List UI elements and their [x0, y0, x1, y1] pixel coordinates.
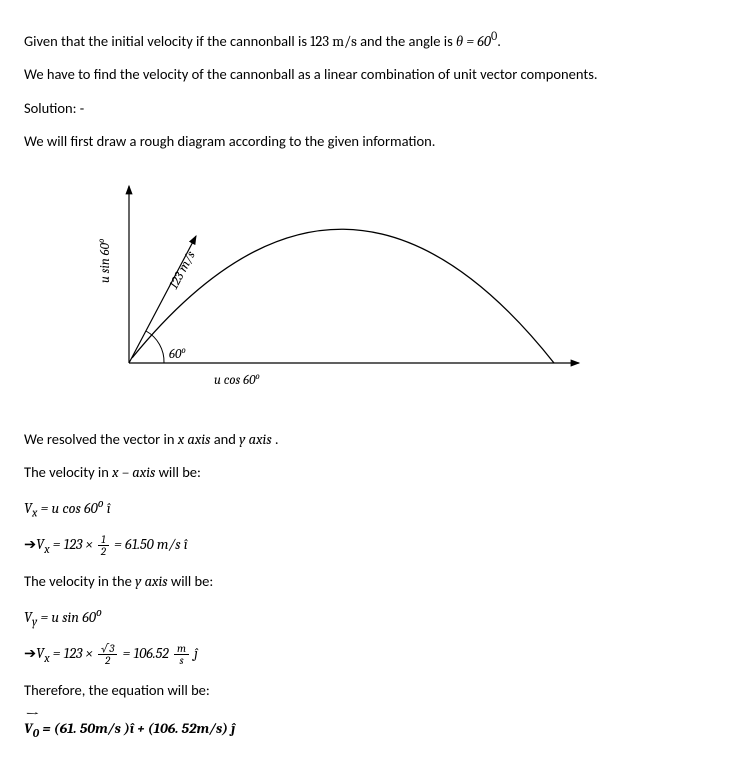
angle-label: 60o [169, 346, 186, 362]
txt: x – axis [112, 464, 155, 481]
txt: . [497, 32, 501, 50]
ihat: î [184, 536, 188, 553]
ihat: î [107, 499, 111, 516]
v-vector: V0 [24, 715, 39, 746]
vx-intro: The velocity in x – axis will be: [24, 459, 705, 487]
vx-equation-2: ➔Vx = 123 × 12 = 61.50 m/s î [24, 531, 705, 562]
txt: will be: [171, 572, 213, 590]
angle-arc [146, 331, 164, 363]
txt: Given that the initial velocity if the c… [24, 32, 310, 50]
vx-equation-1: Vx = u cos 60o î [24, 493, 705, 526]
y-axis-label: u sin 60o [97, 239, 113, 283]
txt: = 123 × [53, 645, 96, 662]
frac-d: 2 [98, 546, 109, 558]
therefore-line: Therefore, the equation will be: [24, 677, 705, 705]
problem-line-2: We have to find the velocity of the cann… [24, 61, 705, 89]
vy-intro: The velocity in the y axis will be: [24, 568, 705, 596]
x-axis-label: u cos 60o [214, 372, 260, 388]
sub: y [32, 615, 37, 629]
vy-equation-2: ➔Vx = 123 × √32 = 106.52 ms ĵ [24, 640, 705, 671]
velocity-value: 123 m/s [310, 33, 357, 50]
txt: and [214, 430, 239, 448]
sub: x [44, 652, 49, 666]
deg: o [96, 606, 102, 620]
velocity-label: 123 m/s [166, 249, 199, 292]
trajectory-curve [132, 229, 554, 363]
txt: y axis [239, 431, 271, 448]
txt: x axis [178, 431, 211, 448]
frac-d: 2 [98, 655, 118, 667]
frac-d: s [174, 655, 189, 667]
txt: = 123 × [53, 536, 96, 553]
jhat: ĵ [194, 645, 198, 662]
txt: y axis [135, 573, 167, 590]
txt: The velocity in [24, 463, 112, 481]
txt: = u cos 60 [41, 499, 98, 516]
txt: will be: [159, 463, 201, 481]
resolved-line: We resolved the vector in x axis and y a… [24, 426, 705, 454]
txt: = 61.50 m/s [114, 536, 184, 553]
sub: x [44, 543, 49, 557]
arrow-icon: ➔ [24, 646, 36, 662]
txt: V [24, 609, 32, 626]
arrow-icon: ➔ [24, 537, 36, 553]
angle-value: θ = 60 [456, 33, 491, 50]
txt: . [275, 430, 279, 448]
final-equation: V0 = (61. 50m/s )î + (106. 52m/s) ĵ [24, 711, 705, 746]
solution-label: Solution: - [24, 95, 705, 123]
vy-equation-1: Vy = u sin 60o [24, 602, 705, 635]
sub: x [32, 506, 37, 520]
deg: o [98, 497, 104, 511]
txt: We resolved the vector in [24, 430, 178, 448]
txt: V [24, 499, 32, 516]
txt: and the angle is [360, 32, 456, 50]
txt: = 106.52 [123, 645, 172, 662]
txt: = (61. 50m/s )î + (106. 52m/s) ĵ [42, 720, 235, 737]
txt: = u sin 60 [40, 609, 96, 626]
txt: The velocity in the [24, 572, 135, 590]
txt: V [36, 536, 44, 553]
problem-line-1: Given that the initial velocity if the c… [24, 26, 705, 55]
problem-line-3: We will first draw a rough diagram accor… [24, 128, 705, 156]
trajectory-diagram: u sin 60o 123 m/s 60o u cos 60o [74, 178, 705, 408]
txt: V [36, 645, 44, 662]
